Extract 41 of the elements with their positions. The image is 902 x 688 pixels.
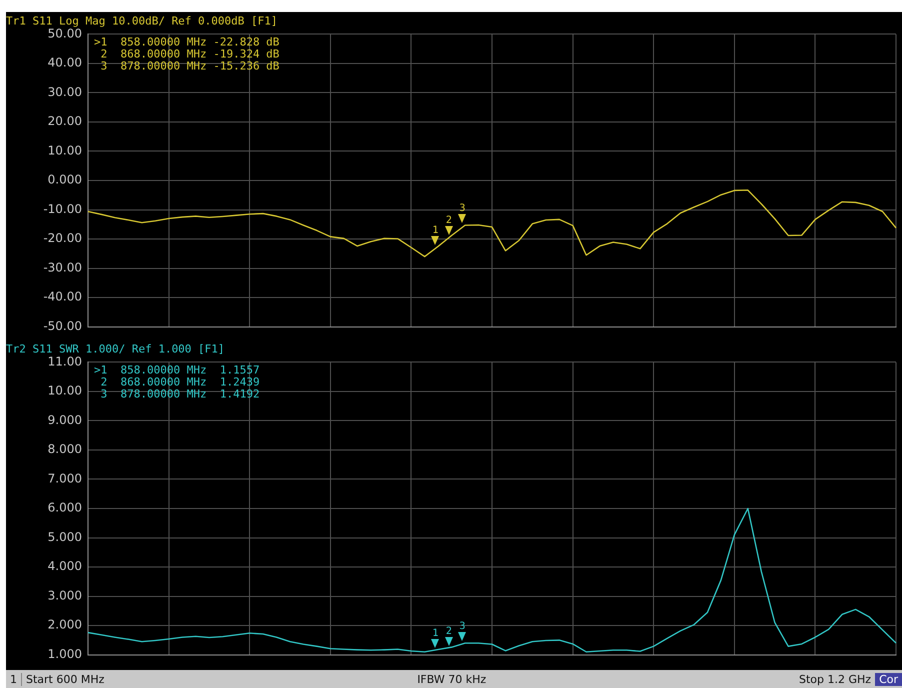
text: Stop 1.2 GHz: [798, 672, 872, 686]
annotation: 1: [432, 628, 438, 640]
y-tick-label: 9.000: [48, 412, 82, 427]
y-tick-label: 20.00: [48, 114, 82, 128]
annotation: >1 858.00000 MHz 1.1557: [94, 364, 260, 377]
y-tick-label: 5.000: [48, 530, 82, 544]
y-tick-label: -20.00: [43, 231, 82, 246]
y-tick-label: -10.00: [43, 202, 82, 216]
y-tick-label: 7.000: [48, 471, 82, 486]
annotation: 3: [459, 203, 466, 214]
text: IFBW 70 kHz: [416, 672, 488, 686]
annotation: 2 868.00000 MHz 1.2439: [94, 376, 260, 389]
y-tick-label: 4.000: [48, 559, 82, 574]
y-tick-label: 10.00: [48, 143, 82, 158]
annotation: 3 878.00000 MHz 1.4192: [94, 388, 260, 401]
text: Start 600 MHz: [25, 672, 106, 686]
annotation: 1: [432, 225, 438, 236]
annotation: 2 868.00000 MHz -19.324 dB: [94, 48, 280, 61]
annotation: 3 878.00000 MHz -15.236 dB: [94, 60, 280, 73]
y-tick-label: 40.00: [48, 56, 82, 70]
chart-title: Tr1 S11 Log Mag 10.00dB/ Ref 0.000dB [F1]: [6, 14, 278, 28]
y-tick-label: 11.00: [48, 354, 82, 368]
y-tick-label: -30.00: [43, 260, 82, 274]
y-tick-label: 3.000: [48, 588, 82, 602]
annotation: 3: [459, 620, 466, 632]
y-tick-label: 2.000: [48, 618, 82, 632]
y-tick-label: 8.000: [48, 442, 82, 456]
y-tick-label: 10.00: [48, 384, 82, 398]
text: Cor: [875, 672, 902, 686]
chart-title: Tr2 S11 SWR 1.000/ Ref 1.000 [F1]: [6, 342, 225, 356]
annotation: >1 858.00000 MHz -22.828 dB: [94, 36, 280, 49]
annotation: 2: [446, 626, 452, 637]
text: 1: [6, 672, 22, 686]
y-tick-label: 30.00: [48, 84, 82, 99]
y-tick-label: 50.00: [48, 26, 82, 40]
y-tick-label: -40.00: [43, 290, 82, 304]
annotation: 2: [446, 215, 452, 226]
y-tick-label: 6.000: [48, 500, 82, 515]
y-tick-label: 1.000: [48, 646, 82, 661]
y-tick-label: -50.00: [43, 318, 82, 333]
y-tick-label: 0.000: [48, 172, 82, 187]
